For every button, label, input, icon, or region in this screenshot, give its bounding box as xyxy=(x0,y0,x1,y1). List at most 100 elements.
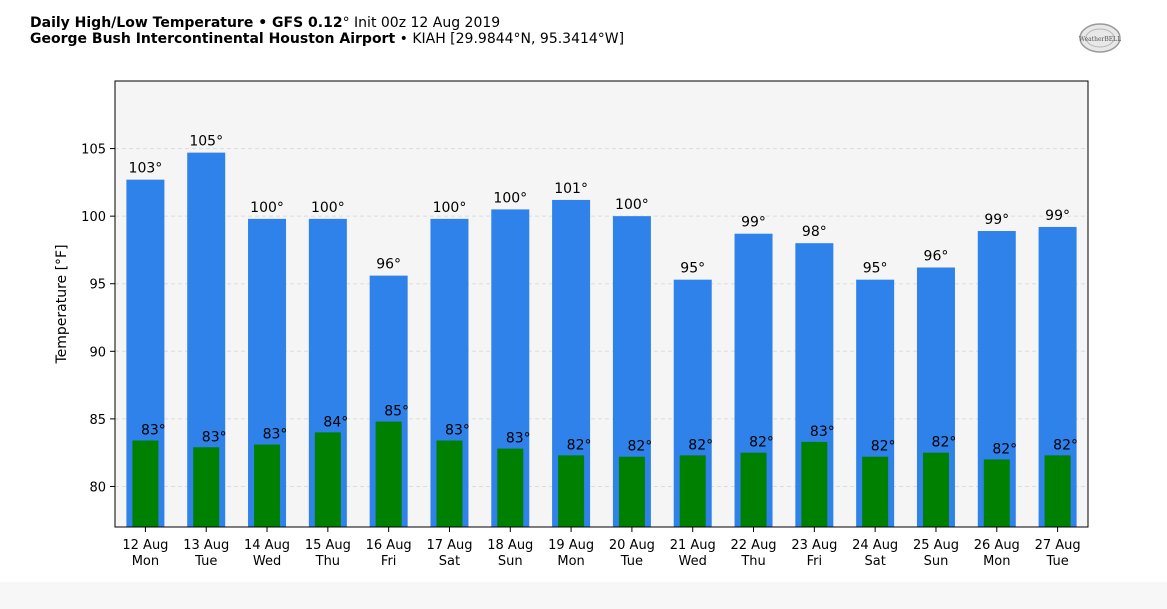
high-value-label: 99° xyxy=(984,212,1009,228)
x-tick-label-day: Fri xyxy=(381,554,397,569)
low-bar xyxy=(801,441,828,527)
chart-svg: 103° 83° 105° 83° 100° 83° 100° 84° 96° 85° 100° 83… xyxy=(54,80,1089,569)
high-value-label: 95° xyxy=(863,261,888,277)
low-bar xyxy=(862,456,889,527)
x-tick-label-day: Sun xyxy=(924,554,949,569)
low-bar xyxy=(314,432,341,527)
station-line: George Bush Intercontinental Houston Air… xyxy=(30,31,624,47)
y-tick-label: 85 xyxy=(89,413,106,428)
low-value-label: 84° xyxy=(323,414,348,430)
high-value-label: 98° xyxy=(802,224,827,240)
x-tick-label-day: Tue xyxy=(620,554,643,569)
y-tick-label: 100 xyxy=(81,210,106,225)
x-tick-label-day: Tue xyxy=(1045,554,1068,569)
x-tick-label-day: Thu xyxy=(315,554,340,569)
title-line: Daily High/Low Temperature • GFS 0.12° I… xyxy=(30,15,624,31)
x-tick-label-date: 23 Aug xyxy=(791,538,837,553)
x-tick-label-date: 14 Aug xyxy=(244,538,290,553)
x-tick-label-date: 22 Aug xyxy=(731,538,777,553)
low-bar xyxy=(983,459,1010,527)
low-bar xyxy=(922,452,949,527)
low-temperature-bars xyxy=(132,421,1071,527)
station-name: George Bush Intercontinental Houston Air… xyxy=(30,31,396,47)
low-bar xyxy=(193,447,220,527)
x-tick-label-date: 17 Aug xyxy=(426,538,472,553)
station-code-coords: • KIAH [29.9844°N, 95.3414°W] xyxy=(399,31,625,47)
high-value-label: 95° xyxy=(680,261,705,277)
low-bar xyxy=(618,456,645,527)
x-tick-label-date: 24 Aug xyxy=(852,538,898,553)
x-tick-label-day: Fri xyxy=(807,554,823,569)
low-bar xyxy=(254,444,281,527)
x-tick-label-day: Mon xyxy=(983,554,1010,569)
x-tick-label-day: Wed xyxy=(253,554,281,569)
x-tick-label-date: 26 Aug xyxy=(974,538,1020,553)
x-tick-label-date: 15 Aug xyxy=(305,538,351,553)
low-value-label: 83° xyxy=(263,427,288,443)
x-tick-label-date: 25 Aug xyxy=(913,538,959,553)
x-tick-label-day: Sat xyxy=(439,554,460,569)
low-bar xyxy=(558,455,585,527)
chart-header: Daily High/Low Temperature • GFS 0.12° I… xyxy=(30,15,624,47)
x-tick-label-day: Tue xyxy=(194,554,217,569)
x-tick-label-date: 12 Aug xyxy=(122,538,168,553)
plot-frame xyxy=(114,80,1089,528)
x-tick-label-date: 19 Aug xyxy=(548,538,594,553)
low-value-label: 82° xyxy=(567,437,592,453)
low-value-label: 83° xyxy=(445,423,470,439)
high-value-label: 99° xyxy=(741,215,766,231)
chart-title: Daily High/Low Temperature • GFS 0.12 xyxy=(30,15,343,31)
high-value-label: 103° xyxy=(129,161,163,177)
low-bar xyxy=(1044,455,1071,527)
low-value-label: 82° xyxy=(1053,437,1078,453)
high-value-label: 101° xyxy=(554,181,588,197)
low-value-label: 83° xyxy=(506,431,531,447)
low-value-label: 83° xyxy=(810,424,835,440)
x-tick-label-day: Mon xyxy=(557,554,584,569)
x-tick-label-day: Wed xyxy=(679,554,707,569)
x-tick-label-date: 20 Aug xyxy=(609,538,655,553)
y-tick-label: 105 xyxy=(81,143,106,158)
low-bar xyxy=(497,448,524,527)
low-bar xyxy=(679,455,706,527)
init-time: Init 00z 12 Aug 2019 xyxy=(354,15,501,31)
x-tick-label-day: Thu xyxy=(740,554,765,569)
low-value-label: 82° xyxy=(749,435,774,451)
low-value-label: 83° xyxy=(141,423,166,439)
low-value-label: 82° xyxy=(688,437,713,453)
y-axis-label: Temperature [°F] xyxy=(54,244,70,364)
x-tick-label-date: 13 Aug xyxy=(183,538,229,553)
y-axis: 80 85 90 95 100 105 xyxy=(81,143,115,495)
low-value-label: 83° xyxy=(202,429,227,445)
high-value-label: 105° xyxy=(189,134,223,150)
weatherbell-logo: WeatherBELL xyxy=(1079,23,1121,53)
high-value-label: 96° xyxy=(924,249,949,265)
data-labels: 103° 83° 105° 83° 100° 83° 100° 84° 96° 85° 100° 83… xyxy=(129,134,1078,458)
high-value-label: 100° xyxy=(615,197,649,213)
low-value-label: 82° xyxy=(627,439,652,455)
x-tick-label-date: 18 Aug xyxy=(487,538,533,553)
low-bar xyxy=(132,440,159,527)
low-value-label: 82° xyxy=(871,439,896,455)
x-tick-label-day: Mon xyxy=(132,554,159,569)
low-bar xyxy=(375,421,402,527)
logo-text: WeatherBELL xyxy=(1079,36,1121,43)
low-bar xyxy=(436,440,463,527)
y-tick-label: 80 xyxy=(89,480,106,495)
high-value-label: 100° xyxy=(433,200,467,216)
low-value-label: 82° xyxy=(932,435,957,451)
x-tick-label-day: Sat xyxy=(864,554,885,569)
x-tick-label-date: 16 Aug xyxy=(366,538,412,553)
high-value-label: 100° xyxy=(493,190,527,206)
x-tick-label-day: Sun xyxy=(498,554,523,569)
low-value-label: 82° xyxy=(992,441,1017,457)
title-degree: ° xyxy=(342,15,350,31)
x-tick-label-date: 27 Aug xyxy=(1035,538,1081,553)
low-value-label: 85° xyxy=(384,404,409,420)
y-tick-label: 95 xyxy=(89,278,106,293)
y-tick-label: 90 xyxy=(89,345,106,360)
high-value-label: 100° xyxy=(311,200,345,216)
x-tick-label-date: 21 Aug xyxy=(670,538,716,553)
low-bar xyxy=(740,452,767,527)
